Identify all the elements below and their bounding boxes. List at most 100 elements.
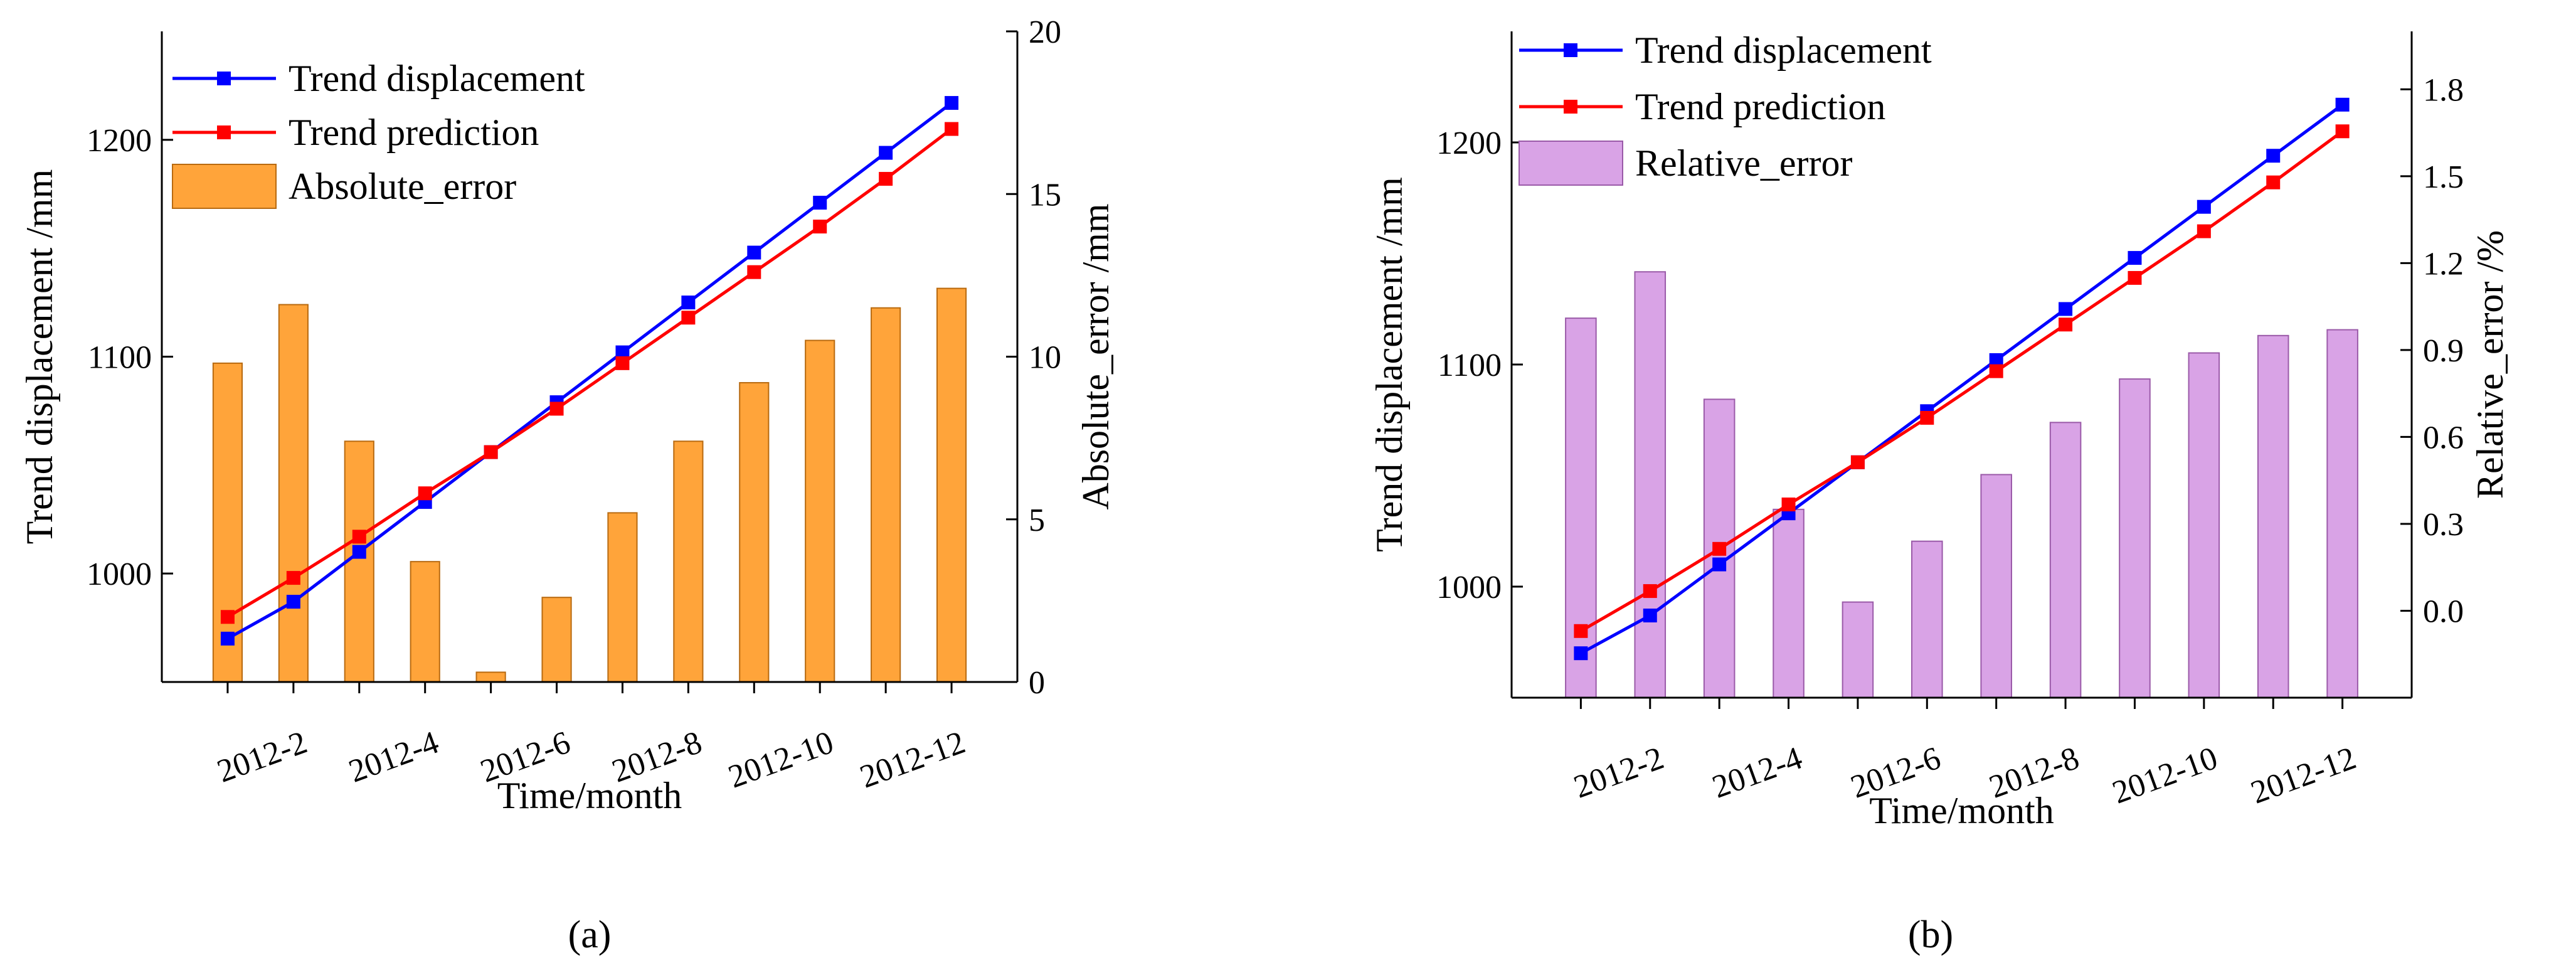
x-axis-label: Time/month	[1869, 790, 2054, 831]
y2-tick-label: 20	[1029, 14, 1061, 50]
y-tick-label: 1200	[1436, 125, 1502, 161]
trend-prediction-point	[1850, 455, 1865, 469]
y2-tick-label: 0.9	[2423, 333, 2464, 369]
x-tick-label: 2012-12	[856, 725, 970, 796]
bar	[936, 287, 967, 683]
x-axis-label: Time/month	[497, 775, 682, 816]
y-tick-label: 1100	[1438, 348, 1502, 383]
y2-tick-label: 1.8	[2423, 72, 2464, 108]
trend-prediction-point	[2335, 124, 2350, 139]
bar	[805, 339, 835, 683]
bar	[1980, 474, 2012, 698]
bar	[871, 307, 901, 683]
trend-prediction-point	[1989, 364, 2003, 378]
trend-prediction-point	[220, 610, 235, 624]
trend-displacement-point	[2197, 200, 2211, 214]
bar	[1842, 601, 1874, 699]
trend-displacement-line	[226, 102, 953, 641]
trend-prediction-point	[549, 402, 564, 416]
legend-marker	[217, 125, 231, 139]
y2-tick-label: 1.5	[2423, 159, 2464, 195]
trend-displacement-point	[2059, 302, 2073, 316]
bar	[344, 440, 374, 683]
legend-marker	[217, 72, 231, 85]
y2-tick-label: 5	[1029, 503, 1045, 538]
trend-prediction-point	[813, 220, 827, 234]
trend-prediction-point	[352, 530, 366, 544]
trend-displacement-point	[352, 545, 366, 559]
trend-displacement-point	[681, 296, 696, 310]
legend-label: Absolute_error	[289, 166, 516, 207]
bar	[1565, 317, 1597, 698]
bar	[607, 512, 638, 683]
trend-displacement-point	[1989, 353, 2003, 367]
trend-prediction-point	[418, 486, 432, 501]
x-tick-label: 2012-10	[2108, 740, 2222, 811]
y2-tick-label: 0.6	[2423, 420, 2464, 455]
trend-displacement-point	[945, 96, 959, 110]
trend-prediction-point	[1643, 584, 1657, 599]
trend-prediction-point	[1712, 541, 1727, 556]
y-axis-label: Trend displacement /mm	[19, 169, 60, 545]
trend-prediction-point	[1781, 498, 1796, 512]
trend-displacement-point	[220, 631, 235, 646]
bar	[278, 304, 309, 683]
bar	[739, 381, 770, 683]
y-tick-label: 1200	[87, 123, 152, 159]
y2-tick-label: 0.3	[2423, 507, 2464, 543]
bar	[212, 362, 243, 683]
trend-displacement-point	[813, 196, 827, 210]
legend-bar-swatch	[172, 164, 277, 209]
trend-prediction-point	[484, 445, 498, 459]
trend-displacement-point	[879, 146, 893, 160]
legend-label: Trend displacement	[1635, 29, 1932, 71]
trend-prediction-line	[226, 127, 953, 619]
y-tick-label: 1000	[87, 557, 152, 592]
trend-prediction-point	[2128, 270, 2142, 285]
trend-displacement-line	[1580, 103, 2344, 655]
trend-displacement-point	[2266, 149, 2281, 163]
bar	[475, 671, 506, 683]
x-tick-label: 2012-4	[1708, 740, 1807, 806]
legend-label: Trend prediction	[289, 112, 539, 153]
trend-displacement-point	[2128, 251, 2142, 265]
trend-prediction-point	[879, 172, 893, 186]
trend-prediction-point	[747, 265, 761, 279]
bar	[1773, 508, 1805, 698]
trend-displacement-point	[1712, 557, 1727, 572]
y2-tick-label: 0	[1029, 665, 1045, 701]
x-tick-label: 2012-2	[1569, 740, 1668, 806]
chart-panel-b: 1000 1100 1200 0.0 0.3 0.6 0.9 1.2 1.5 1.8 2012-2 2…	[1369, 29, 2511, 956]
y2-tick-label: 10	[1029, 340, 1061, 376]
y2-axis-label: Relative_error /%	[2469, 230, 2511, 499]
trend-prediction-point	[2266, 175, 2281, 189]
x-tick-label: 2012-10	[724, 725, 838, 796]
bar	[2188, 352, 2220, 698]
legend-bar-swatch	[1519, 141, 1623, 186]
x-tick-label: 2012-4	[344, 725, 443, 790]
y2-axis-label: Absolute_error /mm	[1075, 203, 1116, 509]
trend-prediction-point	[2197, 224, 2211, 238]
y2-tick-label: 1.2	[2423, 246, 2464, 282]
trend-prediction-point	[945, 122, 959, 136]
bar	[2257, 334, 2289, 698]
panel-caption: (a)	[568, 913, 612, 956]
trend-prediction-point	[1574, 624, 1588, 638]
trend-displacement-point	[615, 345, 630, 360]
y-tick-label: 1000	[1436, 570, 1502, 605]
trend-displacement-point	[1574, 646, 1588, 661]
trend-displacement-point	[286, 595, 300, 609]
trend-displacement-point	[2335, 97, 2350, 112]
trend-displacement-point	[1643, 609, 1657, 623]
trend-prediction-point	[2059, 317, 2073, 332]
legend-marker	[1564, 100, 1577, 114]
bar	[1634, 271, 1667, 698]
trend-prediction-point	[681, 311, 696, 325]
trend-prediction-point	[286, 571, 300, 585]
bar	[541, 597, 572, 683]
bar	[2049, 422, 2082, 698]
trend-displacement-point	[747, 245, 761, 260]
y2-tick-label: 0.0	[2423, 594, 2464, 629]
